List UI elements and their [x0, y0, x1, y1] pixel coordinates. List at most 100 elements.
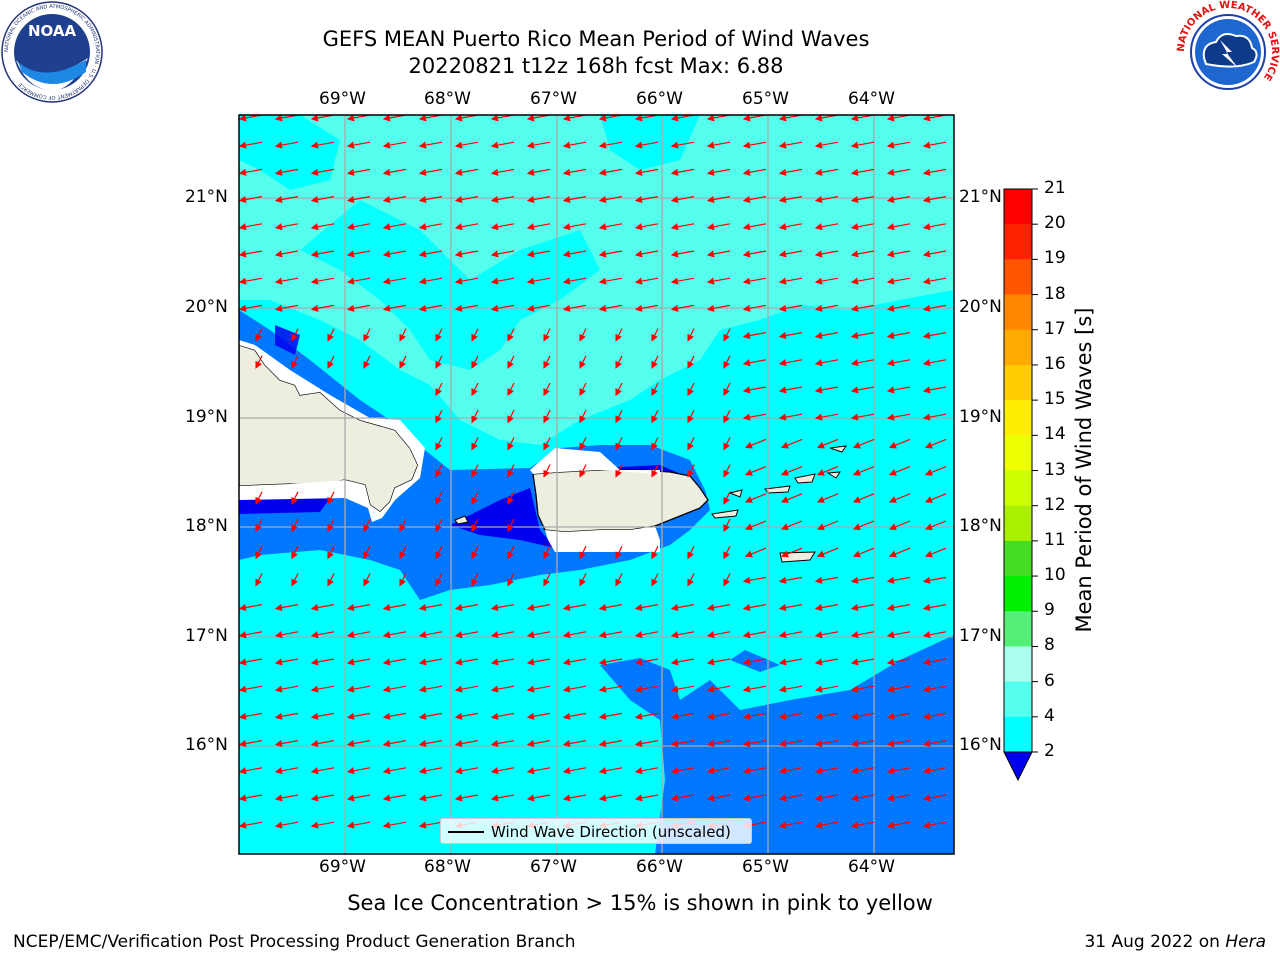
colorbar-tick-label: 4 [1044, 705, 1055, 726]
lon-label-bottom: 69°W [319, 857, 366, 877]
wind-wave-arrow [471, 464, 479, 478]
wind-wave-arrow [543, 355, 551, 369]
wind-wave-arrow [814, 794, 839, 802]
wind-wave-arrow [562, 277, 587, 285]
wind-wave-arrow [886, 603, 911, 612]
wind-wave-arrow [490, 685, 515, 693]
colorbar-tick-label: 15 [1044, 389, 1066, 410]
wind-wave-arrow [670, 250, 695, 258]
wind-wave-arrow [886, 413, 911, 421]
wind-wave-arrow [490, 631, 515, 639]
wind-wave-arrow [239, 712, 263, 720]
wind-wave-arrow [507, 355, 515, 369]
wind-wave-arrow [742, 739, 767, 748]
wind-wave-arrow [687, 382, 695, 397]
wind-wave-arrow [651, 464, 659, 478]
wind-wave-arrow [435, 355, 443, 369]
wind-wave-arrow [814, 658, 839, 666]
wind-wave-arrow [850, 712, 875, 720]
wind-wave-arrow [543, 409, 551, 424]
wind-wave-arrow [310, 767, 335, 775]
wind-wave-arrow [723, 545, 731, 560]
wind-wave-arrow [598, 739, 623, 748]
lat-label-left: 20°N [185, 297, 228, 317]
wind-wave-arrow [706, 685, 731, 693]
wind-wave-arrow [346, 141, 371, 149]
wind-wave-arrow [634, 603, 659, 612]
wind-wave-arrow [742, 794, 767, 802]
wind-wave-arrow [778, 821, 803, 829]
wind-wave-arrow [454, 658, 479, 666]
wind-wave-arrow [742, 576, 767, 584]
wind-wave-arrow [274, 794, 299, 802]
wind-wave-arrow [922, 413, 947, 421]
wind-wave-arrow [418, 195, 443, 204]
wind-wave-arrow [922, 685, 947, 693]
wind-wave-arrow [778, 141, 803, 149]
wind-wave-arrow [598, 168, 623, 176]
wind-wave-arrow [744, 493, 767, 503]
wind-wave-arrow [723, 409, 731, 424]
lat-label-right: 20°N [959, 297, 1002, 317]
wind-wave-arrow [634, 767, 659, 775]
wind-wave-arrow [651, 328, 659, 342]
wind-wave-arrow [778, 685, 803, 693]
wind-wave-arrow [670, 277, 695, 285]
wind-wave-arrow [579, 464, 587, 478]
wind-wave-arrow [598, 304, 623, 312]
wind-wave-arrow [310, 821, 335, 829]
wind-wave-arrow [435, 437, 443, 451]
lon-label-bottom: 65°W [742, 857, 789, 877]
wind-wave-arrow [723, 328, 731, 342]
wind-wave-arrow [382, 631, 407, 639]
lon-label-top: 69°W [319, 89, 366, 109]
wind-wave-arrow [562, 767, 587, 775]
wind-wave-arrow [780, 466, 803, 476]
wind-wave-arrow [490, 603, 515, 612]
wind-wave-arrow [852, 520, 875, 531]
colorbar-tick-label: 17 [1044, 318, 1066, 339]
wind-wave-arrow [634, 794, 659, 802]
wind-wave-arrow [744, 438, 767, 449]
wind-wave-arrow [742, 413, 767, 421]
wind-wave-arrow [850, 250, 875, 258]
wind-wave-arrow [579, 409, 587, 424]
wind-wave-arrow [274, 739, 299, 748]
wind-wave-arrow [310, 250, 335, 258]
wind-wave-arrow [814, 685, 839, 693]
wind-wave-arrow [579, 328, 587, 342]
map-legend: Wind Wave Direction (unscaled) [440, 818, 752, 844]
wind-wave-arrow [778, 658, 803, 666]
wind-wave-arrow [742, 658, 767, 666]
wind-wave-arrow [723, 382, 731, 397]
wind-wave-arrow [723, 491, 731, 505]
wind-wave-arrow [579, 545, 587, 560]
wind-wave-arrow [543, 464, 551, 478]
wind-wave-arrow [543, 573, 551, 587]
wind-wave-arrow [454, 739, 479, 748]
wind-wave-arrow [778, 195, 803, 204]
wind-wave-arrow [922, 250, 947, 258]
wind-wave-arrow [850, 821, 875, 829]
wind-wave-arrow [706, 712, 731, 720]
wind-wave-arrow [888, 493, 911, 503]
wind-wave-arrow [922, 712, 947, 720]
wind-wave-arrow [526, 195, 551, 204]
wind-wave-arrow [886, 386, 911, 394]
colorbar-tick-label: 20 [1044, 213, 1066, 234]
colorbar-segment [1004, 681, 1032, 718]
wind-wave-arrow [435, 328, 443, 342]
colorbar-label: Mean Period of Wind Waves [s] [1072, 307, 1096, 633]
wind-wave-arrow [435, 518, 443, 533]
wind-wave-arrow [346, 304, 371, 312]
wind-wave-arrow [670, 141, 695, 149]
wind-wave-arrow [490, 250, 515, 258]
colorbar-tick-label: 13 [1044, 459, 1066, 480]
wind-wave-arrow [346, 712, 371, 720]
wind-wave-arrow [706, 767, 731, 775]
wind-wave-arrow [579, 355, 587, 369]
wind-wave-arrow [922, 576, 947, 584]
wind-wave-arrow [562, 658, 587, 666]
lon-label-bottom: 67°W [530, 857, 577, 877]
colorbar-segment [1004, 470, 1032, 507]
